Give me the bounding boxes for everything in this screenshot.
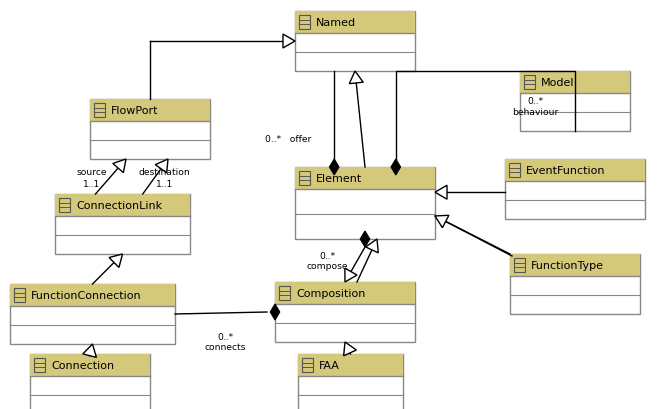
Polygon shape xyxy=(155,160,168,173)
Polygon shape xyxy=(283,35,295,49)
Polygon shape xyxy=(391,160,401,175)
Bar xyxy=(299,16,310,30)
Polygon shape xyxy=(109,254,122,268)
Text: Element: Element xyxy=(316,173,362,184)
Bar xyxy=(295,12,415,34)
Bar xyxy=(509,164,520,178)
Bar xyxy=(302,358,313,372)
Bar xyxy=(14,288,25,302)
Bar xyxy=(10,284,175,344)
Bar xyxy=(295,168,435,189)
Polygon shape xyxy=(344,342,356,356)
Bar xyxy=(279,286,290,300)
Polygon shape xyxy=(435,186,447,200)
Bar xyxy=(514,258,525,272)
Text: Named: Named xyxy=(316,18,356,28)
Text: FunctionType: FunctionType xyxy=(531,261,604,270)
Text: EventFunction: EventFunction xyxy=(526,166,606,175)
Text: Model: Model xyxy=(541,78,574,88)
Bar xyxy=(90,100,210,122)
Bar xyxy=(295,12,415,72)
Text: 1..1: 1..1 xyxy=(156,180,173,189)
Bar xyxy=(94,104,105,118)
Bar xyxy=(90,100,210,160)
Text: FlowPort: FlowPort xyxy=(111,106,158,116)
Bar xyxy=(275,282,415,342)
Bar xyxy=(10,284,175,306)
Bar xyxy=(524,76,535,90)
Text: ConnectionLink: ConnectionLink xyxy=(76,200,162,211)
Polygon shape xyxy=(360,231,370,247)
Bar xyxy=(505,160,645,182)
Polygon shape xyxy=(350,72,363,84)
Text: destination: destination xyxy=(139,168,191,177)
Polygon shape xyxy=(113,160,126,173)
Bar xyxy=(59,198,70,213)
Bar xyxy=(505,160,645,220)
Bar xyxy=(510,254,640,276)
Bar xyxy=(510,254,640,314)
Polygon shape xyxy=(345,268,357,282)
Bar xyxy=(299,172,310,186)
Text: Composition: Composition xyxy=(296,288,365,298)
Text: source: source xyxy=(76,168,106,177)
Bar xyxy=(298,354,403,376)
Bar xyxy=(295,168,435,239)
Bar xyxy=(30,354,150,409)
Bar xyxy=(55,195,190,254)
Polygon shape xyxy=(329,160,339,175)
Text: FunctionConnection: FunctionConnection xyxy=(31,290,142,300)
Text: Connection: Connection xyxy=(51,360,114,370)
Polygon shape xyxy=(435,216,449,228)
Bar xyxy=(298,354,403,409)
Text: 1..1: 1..1 xyxy=(83,180,100,189)
Polygon shape xyxy=(270,304,280,320)
Bar xyxy=(520,72,630,132)
Text: 0..*
compose: 0..* compose xyxy=(306,251,348,270)
Text: 0..*
behaviour: 0..* behaviour xyxy=(512,97,558,117)
Polygon shape xyxy=(83,344,97,357)
Text: FAA: FAA xyxy=(319,360,340,370)
Bar xyxy=(30,354,150,376)
Text: 0..*   offer: 0..* offer xyxy=(265,135,311,144)
Bar xyxy=(34,358,45,372)
Bar xyxy=(520,72,630,94)
Bar xyxy=(275,282,415,304)
Polygon shape xyxy=(365,239,378,253)
Bar xyxy=(55,195,190,216)
Text: 0..*
connects: 0..* connects xyxy=(204,332,246,352)
